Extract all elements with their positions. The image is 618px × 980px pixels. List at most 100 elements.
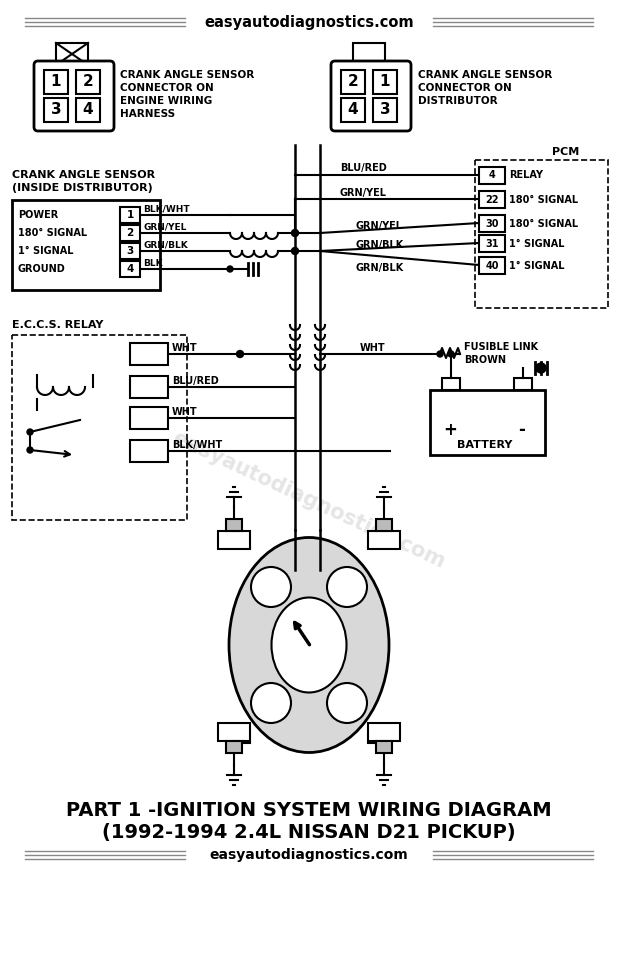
Text: BLK: BLK: [143, 259, 163, 268]
Text: 2: 2: [266, 697, 276, 710]
Circle shape: [536, 363, 546, 373]
Text: 30: 30: [485, 219, 499, 228]
Circle shape: [448, 351, 454, 357]
Text: CRANK ANGLE SENSOR: CRANK ANGLE SENSOR: [418, 70, 552, 80]
Text: 4: 4: [126, 264, 133, 274]
Circle shape: [27, 447, 33, 453]
Text: 2: 2: [126, 228, 133, 238]
Bar: [479, 167, 505, 184]
Text: 3: 3: [343, 580, 351, 594]
Text: 1: 1: [51, 74, 61, 89]
Bar: [475, 160, 608, 308]
Circle shape: [27, 429, 33, 435]
Bar: [130, 407, 168, 429]
Text: 4: 4: [348, 103, 358, 118]
Text: 1: 1: [266, 580, 276, 594]
Circle shape: [292, 229, 298, 236]
Ellipse shape: [229, 537, 389, 753]
Text: easyautodiagnostics.com: easyautodiagnostics.com: [204, 15, 414, 29]
Bar: [341, 98, 365, 122]
Circle shape: [251, 567, 291, 607]
Bar: [218, 723, 250, 741]
Bar: [341, 70, 365, 94]
Bar: [376, 741, 392, 753]
Circle shape: [237, 351, 243, 358]
Text: 4: 4: [83, 103, 93, 118]
Ellipse shape: [271, 598, 347, 693]
FancyBboxPatch shape: [331, 61, 411, 131]
Bar: [12, 335, 187, 520]
Text: 1: 1: [126, 210, 133, 220]
Bar: [76, 98, 100, 122]
Text: WHT: WHT: [172, 407, 198, 417]
Text: 3: 3: [379, 103, 391, 118]
Text: easyautodiagnostics.com: easyautodiagnostics.com: [210, 848, 408, 862]
Text: GRN/BLK: GRN/BLK: [143, 240, 188, 250]
Text: 2: 2: [347, 74, 358, 89]
Bar: [442, 378, 460, 390]
Text: BLU/RED: BLU/RED: [340, 163, 387, 173]
Text: 180° SIGNAL: 180° SIGNAL: [509, 219, 578, 228]
Text: DISTRIBUTOR: DISTRIBUTOR: [418, 96, 497, 106]
Bar: [120, 207, 140, 223]
Bar: [479, 191, 505, 208]
Text: 40: 40: [485, 261, 499, 270]
Bar: [479, 215, 505, 232]
Text: 180° SIGNAL: 180° SIGNAL: [18, 228, 87, 238]
Bar: [479, 257, 505, 274]
Text: GRN/BLK: GRN/BLK: [355, 240, 404, 250]
Text: -: -: [519, 421, 525, 439]
Text: E.C.C.S. RELAY: E.C.C.S. RELAY: [12, 320, 103, 330]
Text: BLK/WHT: BLK/WHT: [143, 205, 190, 214]
Text: 31: 31: [485, 238, 499, 249]
Text: 180° SIGNAL: 180° SIGNAL: [509, 194, 578, 205]
Bar: [373, 70, 397, 94]
Text: CRANK ANGLE SENSOR: CRANK ANGLE SENSOR: [120, 70, 254, 80]
Circle shape: [227, 266, 233, 272]
FancyBboxPatch shape: [34, 61, 114, 131]
Circle shape: [251, 683, 291, 723]
Bar: [120, 261, 140, 277]
Text: GRN/YEL: GRN/YEL: [143, 222, 187, 231]
Text: 1° SIGNAL: 1° SIGNAL: [18, 246, 74, 256]
Text: CRANK ANGLE SENSOR: CRANK ANGLE SENSOR: [12, 170, 155, 180]
Text: ENGINE WIRING: ENGINE WIRING: [120, 96, 212, 106]
Text: +: +: [443, 421, 457, 439]
Text: 1: 1: [379, 74, 390, 89]
Text: 4: 4: [489, 171, 496, 180]
Text: WHT: WHT: [360, 343, 386, 353]
Bar: [130, 440, 168, 462]
Text: 22: 22: [485, 194, 499, 205]
Bar: [130, 376, 168, 398]
Text: POWER: POWER: [18, 210, 58, 220]
Circle shape: [292, 248, 298, 255]
Bar: [120, 243, 140, 259]
Text: BLU/RED: BLU/RED: [172, 376, 219, 386]
Text: easyautodiagnostics.com: easyautodiagnostics.com: [169, 428, 449, 572]
Text: BROWN: BROWN: [464, 355, 506, 365]
Text: 3: 3: [126, 246, 133, 256]
Bar: [373, 98, 397, 122]
Bar: [12, 200, 160, 290]
Bar: [44, 70, 68, 94]
Bar: [226, 519, 242, 531]
Text: 2: 2: [83, 74, 93, 89]
Text: 1° SIGNAL: 1° SIGNAL: [509, 261, 564, 270]
Bar: [368, 531, 400, 549]
Bar: [44, 98, 68, 122]
Text: 3: 3: [51, 103, 61, 118]
Bar: [56, 43, 88, 65]
Bar: [376, 519, 392, 531]
Text: HARNESS: HARNESS: [120, 109, 175, 119]
Bar: [226, 741, 242, 753]
Bar: [368, 723, 400, 741]
Text: WHT: WHT: [172, 343, 198, 353]
Text: PCM: PCM: [552, 147, 580, 157]
Text: 4: 4: [342, 697, 352, 710]
Text: 1° SIGNAL: 1° SIGNAL: [509, 238, 564, 249]
Text: CONNECTOR ON: CONNECTOR ON: [120, 83, 214, 93]
Text: GROUND: GROUND: [18, 264, 66, 274]
Text: (INSIDE DISTRIBUTOR): (INSIDE DISTRIBUTOR): [12, 183, 153, 193]
Text: GRN/YEL: GRN/YEL: [340, 188, 387, 198]
Text: (1992-1994 2.4L NISSAN D21 PICKUP): (1992-1994 2.4L NISSAN D21 PICKUP): [102, 822, 516, 842]
